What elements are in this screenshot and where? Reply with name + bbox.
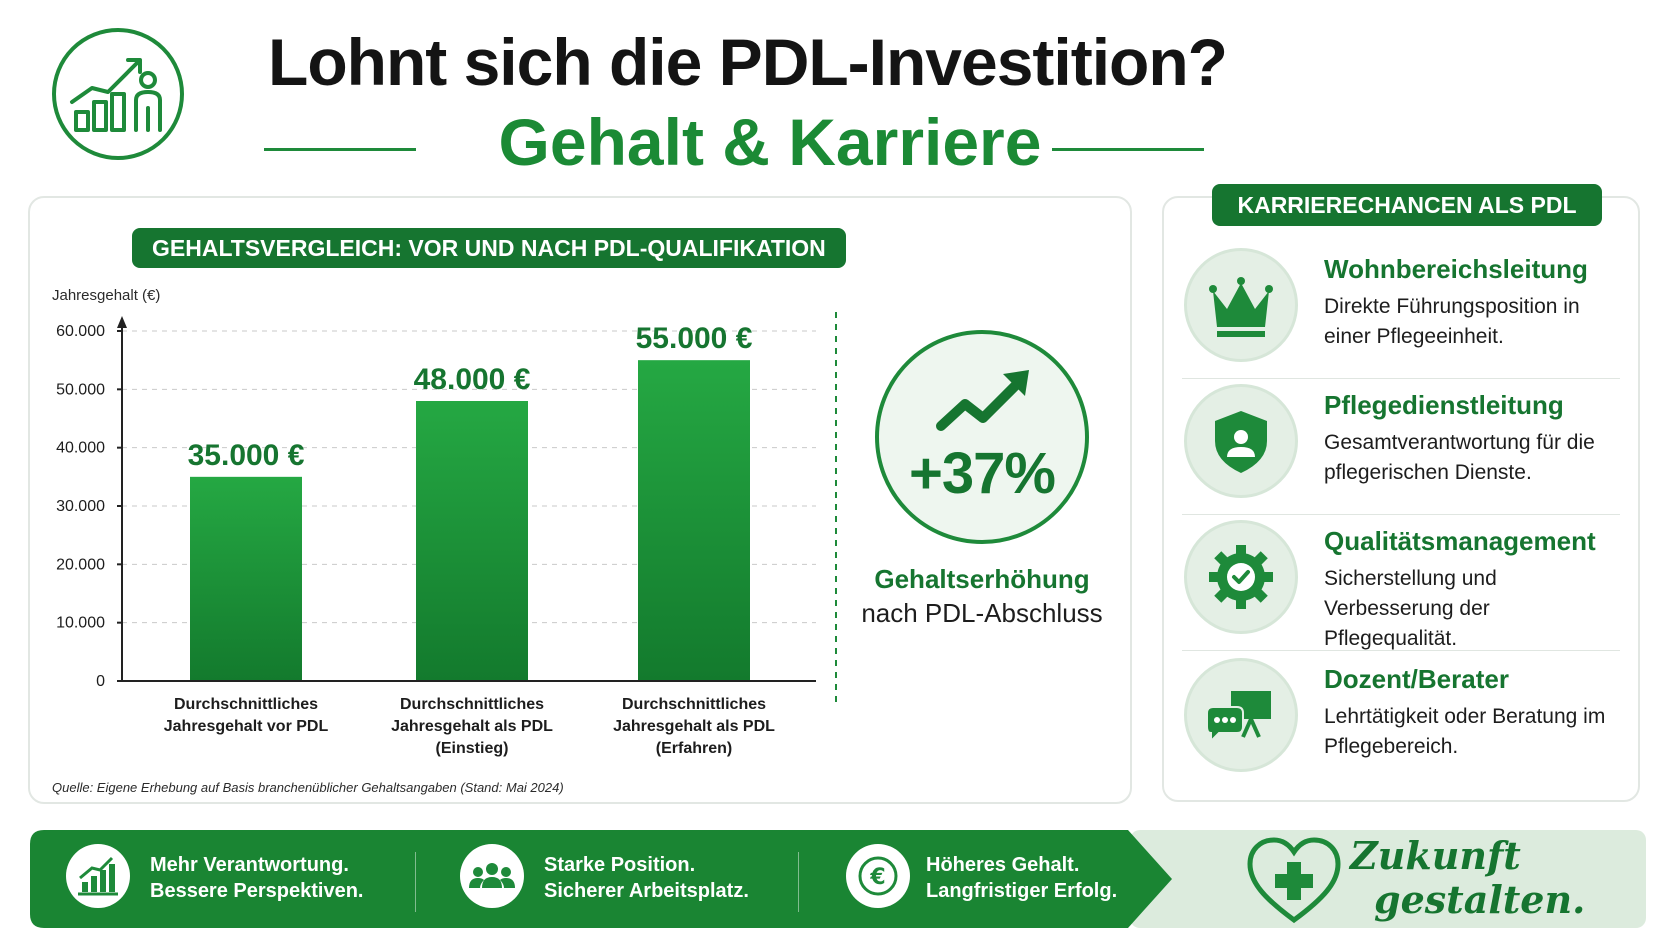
y-tick-label: 60.000 <box>56 323 105 340</box>
title-divider-right <box>1052 148 1204 151</box>
footer-item-text: Höheres Gehalt. Langfristiger Erfolg. <box>926 854 1118 902</box>
career-item-pflegedienstleitung: Pflegedienstleitung Gesamtverantwortung … <box>1182 374 1622 510</box>
y-tick-label: 0 <box>96 673 105 690</box>
svg-text:€: € <box>869 865 885 890</box>
y-tick-label: 20.000 <box>56 556 105 573</box>
x-tick-label: Jahresgehalt als PDL <box>613 718 775 735</box>
trend-up-arrow-icon <box>936 370 1029 431</box>
y-axis-arrow <box>117 316 127 328</box>
x-tick-label: (Erfahren) <box>656 740 732 757</box>
bar-chart-growth-icon <box>66 844 130 908</box>
increase-label: nach PDL-Abschluss <box>861 598 1103 628</box>
career-item-title: Pflegedienstleitung <box>1324 390 1564 420</box>
footer-slogan: Zukunft gestalten. <box>1350 833 1586 922</box>
x-tick-label: Durchschnittliches <box>400 696 544 713</box>
footer-separator <box>415 852 416 912</box>
y-tick-label: 30.000 <box>56 498 105 515</box>
bar <box>190 476 302 681</box>
y-tick-label: 50.000 <box>56 381 105 398</box>
x-tick-label: Durchschnittliches <box>174 696 318 713</box>
euro-coin-icon: € <box>846 844 910 908</box>
career-item-title: Dozent/Berater <box>1324 664 1509 694</box>
career-item-qualitaetsmanagement: Qualitätsmanagement Sicherstellung und V… <box>1182 510 1622 650</box>
career-panel-title: KARRIERECHANCEN ALS PDL <box>1212 184 1602 226</box>
x-tick-label: Jahresgehalt als PDL <box>391 718 553 735</box>
chart-source-note: Quelle: Eigene Erhebung auf Basis branch… <box>52 780 564 795</box>
career-item-desc: Sicherstellung und Verbesserung der Pfle… <box>1324 567 1497 650</box>
x-tick-label: Jahresgehalt vor PDL <box>164 718 329 735</box>
gear-check-icon <box>1184 520 1298 634</box>
career-item-title: Wohnbereichsleitung <box>1324 254 1588 284</box>
chart-y-axis-label: Jahresgehalt (€) <box>52 287 161 304</box>
footer-item-text: Starke Position. Sicherer Arbeitsplatz. <box>544 854 749 902</box>
x-tick-label: Durchschnittliches <box>622 696 766 713</box>
presentation-board-icon <box>1184 658 1298 772</box>
y-tick-label: 40.000 <box>56 440 105 457</box>
career-divider <box>1182 650 1620 651</box>
bar-value-label: 55.000 € <box>636 322 753 355</box>
bar-value-label: 35.000 € <box>188 439 305 472</box>
career-item-dozent-berater: Dozent/Berater Lehrtätigkeit oder Beratu… <box>1182 648 1622 784</box>
increase-badge <box>875 330 1089 544</box>
increase-value: +37% <box>909 441 1056 506</box>
increase-label-bold: Gehaltserhöhung <box>874 564 1090 594</box>
footer-separator <box>798 852 799 912</box>
career-divider <box>1182 514 1620 515</box>
y-tick-label: 10.000 <box>56 615 105 632</box>
career-item-desc: Lehrtätigkeit oder Beratung im Pflegeber… <box>1324 705 1606 758</box>
bar <box>638 360 750 681</box>
heart-cross-icon <box>1244 832 1344 932</box>
bar-value-label: 48.000 € <box>414 363 531 396</box>
footer-slogan-bg <box>1130 830 1646 928</box>
logo-growth-icon <box>52 28 184 160</box>
career-item-title: Qualitätsmanagement <box>1324 526 1596 556</box>
footer-item-text: Mehr Verantwortung. Bessere Perspektiven. <box>150 854 364 902</box>
salary-panel-title: GEHALTSVERGLEICH: VOR UND NACH PDL-QUALI… <box>132 228 846 268</box>
career-divider <box>1182 378 1620 379</box>
crown-icon <box>1184 248 1298 362</box>
career-item-desc: Gesamtverantwortung für die pflegerische… <box>1324 431 1595 484</box>
page-title: Lohnt sich die PDL-Investition? <box>268 25 1228 99</box>
x-tick-label: (Einstieg) <box>436 740 509 757</box>
career-item-wohnbereichsleitung: Wohnbereichsleitung Direkte Führungsposi… <box>1182 238 1622 374</box>
page-subtitle: Gehalt & Karriere <box>498 105 1042 179</box>
career-item-desc: Direkte Führungsposition in einer Pflege… <box>1324 295 1580 348</box>
bar <box>416 401 528 681</box>
team-icon <box>460 844 524 908</box>
shield-person-icon <box>1184 384 1298 498</box>
title-divider-left <box>264 148 416 151</box>
